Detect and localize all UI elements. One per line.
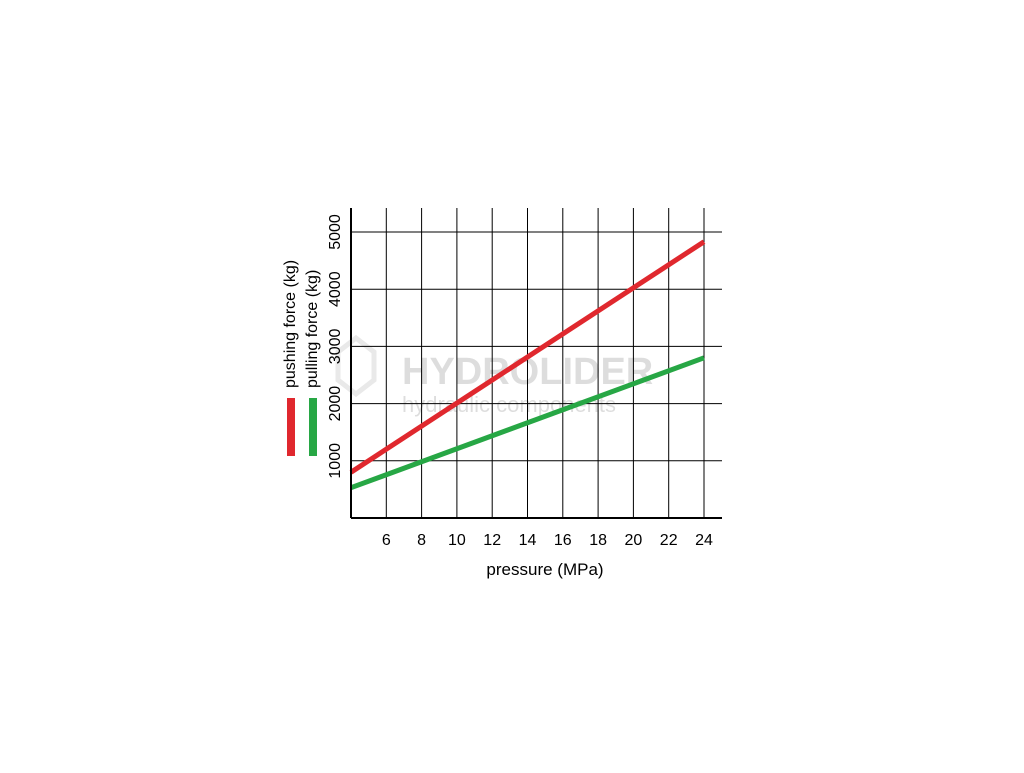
axes	[350, 208, 722, 519]
x-tick-label: 16	[554, 532, 572, 549]
pulling-force-line	[350, 355, 705, 491]
y-tick-labels: 1000 2000 3000 4000 5000	[327, 214, 344, 478]
legend: pushing force (kg) pulling force (kg)	[282, 260, 321, 456]
x-tick-label: 22	[660, 532, 678, 549]
x-tick-label: 24	[695, 532, 713, 549]
x-tick-label: 12	[483, 532, 501, 549]
y-tick-label: 4000	[327, 271, 344, 307]
series-lines	[349, 239, 706, 491]
x-tick-label: 20	[625, 532, 643, 549]
x-tick-label: 10	[448, 532, 466, 549]
x-tick-label: 18	[589, 532, 607, 549]
legend-label-pulling: pulling force (kg)	[304, 270, 321, 388]
grid	[351, 208, 722, 518]
y-tick-label: 3000	[327, 329, 344, 365]
legend-swatch-pushing	[287, 398, 295, 456]
y-tick-label: 1000	[327, 443, 344, 479]
y-tick-label: 2000	[327, 386, 344, 422]
legend-swatch-pulling	[309, 398, 317, 456]
y-tick-label: 5000	[327, 214, 344, 250]
legend-label-pushing: pushing force (kg)	[282, 260, 299, 388]
x-tick-labels: 6 8 10 12 14 16 18 20 22 24	[382, 532, 713, 549]
pushing-force-line	[349, 239, 706, 475]
x-tick-label: 6	[382, 532, 391, 549]
x-axis-title: pressure (MPa)	[486, 560, 603, 579]
x-tick-label: 14	[519, 532, 537, 549]
x-tick-label: 8	[417, 532, 426, 549]
